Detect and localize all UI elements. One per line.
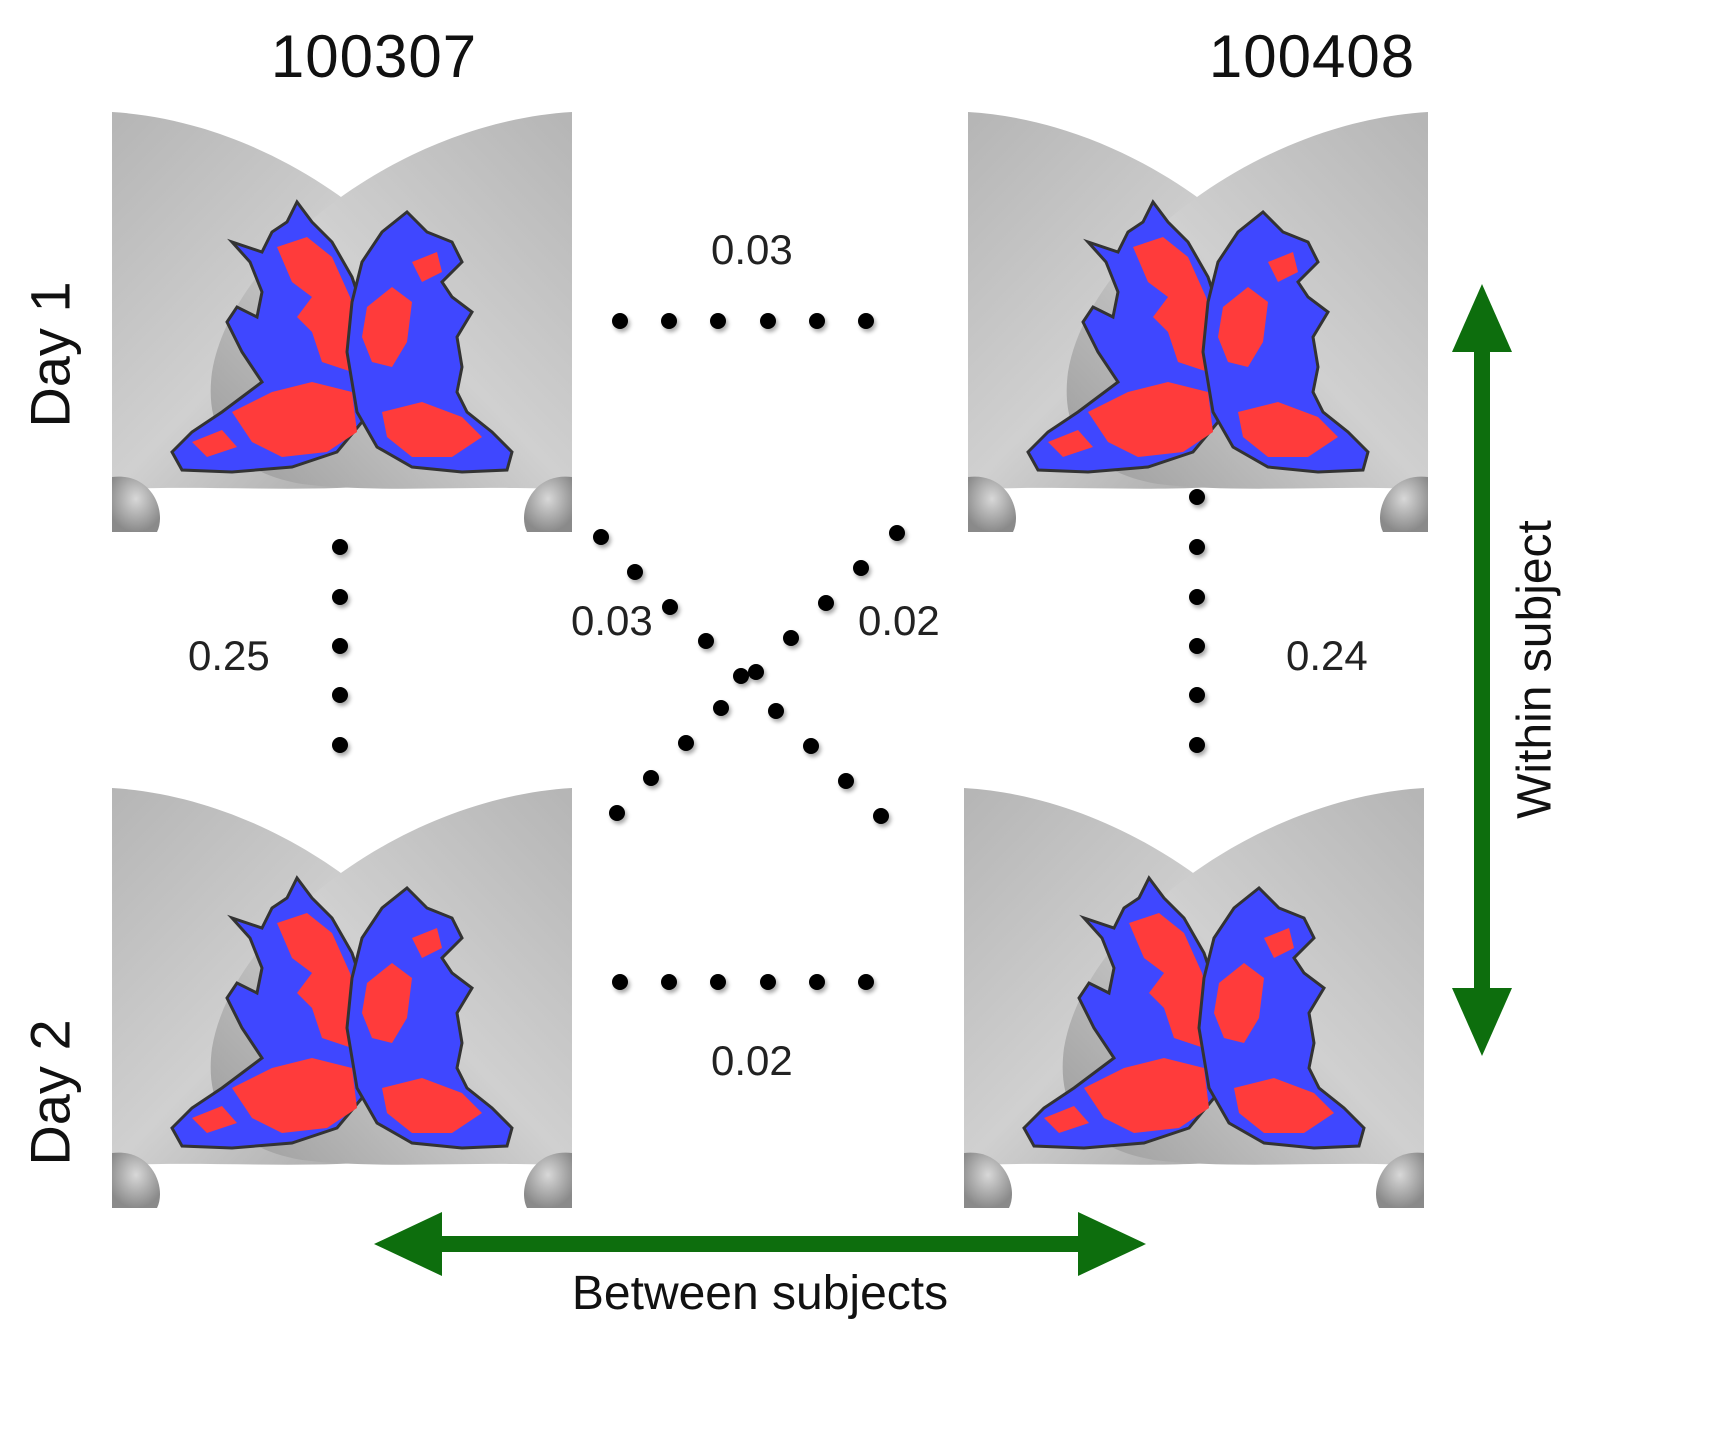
within-subject-arrow xyxy=(1452,284,1512,1056)
subject-title-1: 100307 xyxy=(270,23,478,90)
corr-s1-within: 0.25 xyxy=(188,632,270,679)
within-subject-label: Within subject xyxy=(1508,520,1562,819)
corr-day2-between: 0.02 xyxy=(711,1037,793,1084)
subject-title-2: 100408 xyxy=(1208,23,1416,90)
corr-diag-right: 0.02 xyxy=(858,597,940,644)
brain-panel-s2-day2 xyxy=(962,786,1426,1210)
brain-panel-s1-day1 xyxy=(110,110,574,534)
between-subjects-arrow xyxy=(374,1212,1146,1276)
corr-diag-left: 0.03 xyxy=(571,597,653,644)
corr-s2-within: 0.24 xyxy=(1286,632,1368,679)
corr-day1-between: 0.03 xyxy=(711,226,793,273)
between-subjects-label: Between subjects xyxy=(571,1267,949,1320)
brain-panel-s2-day1 xyxy=(966,110,1430,534)
dot-connectors xyxy=(332,313,1205,990)
brain-panel-s1-day2 xyxy=(110,786,574,1210)
